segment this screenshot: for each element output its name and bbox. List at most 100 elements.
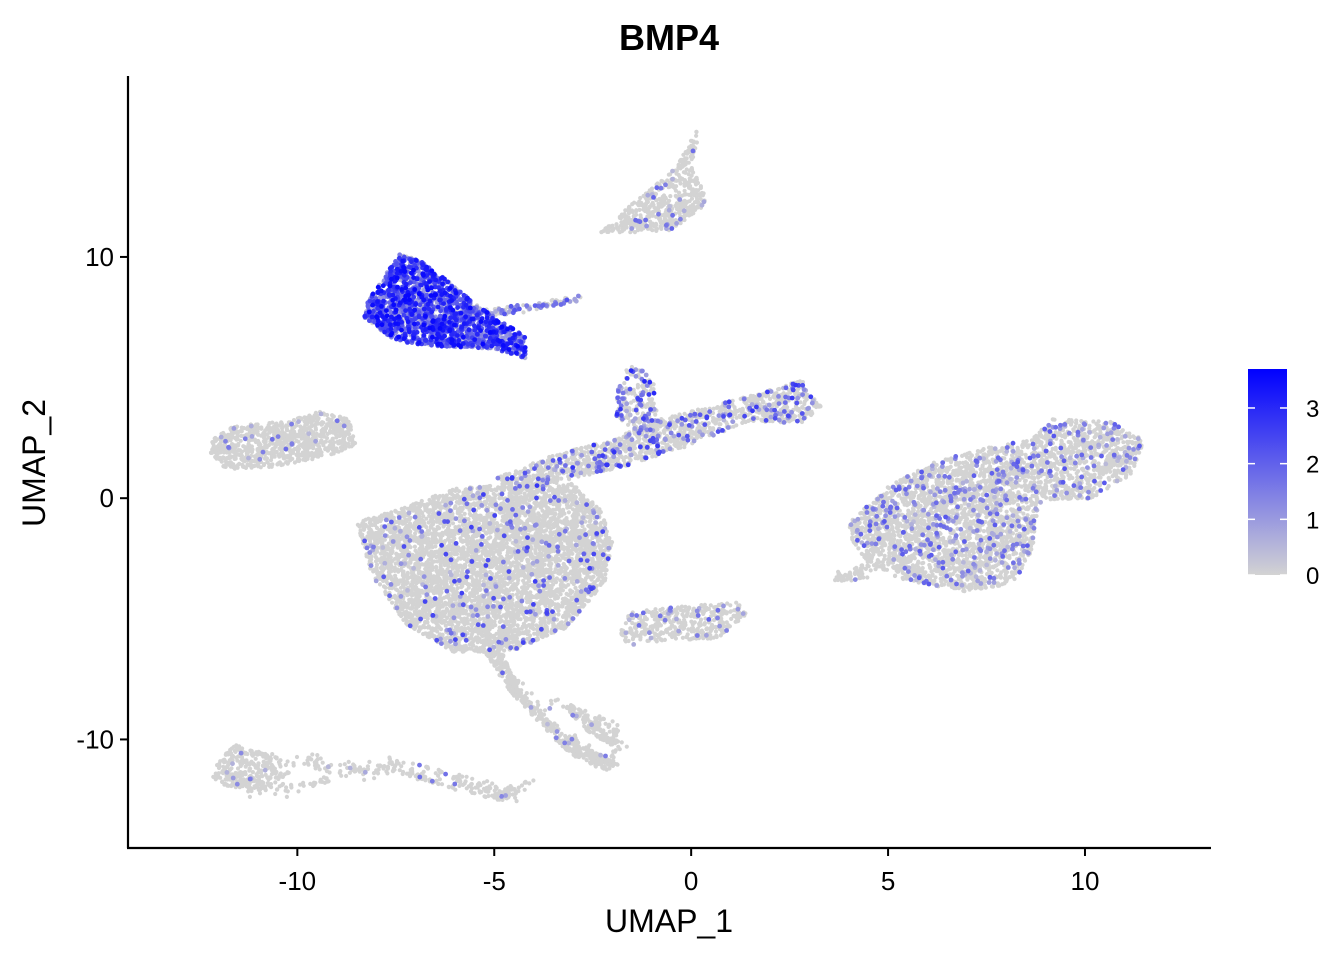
cell-point [667, 184, 672, 189]
cell-point [253, 439, 258, 445]
cell-point [658, 224, 663, 229]
cell-point [230, 432, 235, 437]
cell-point [487, 569, 493, 575]
cell-point [309, 424, 314, 429]
cell-point [283, 438, 288, 443]
cell-point [598, 582, 603, 588]
cell-point [317, 448, 322, 453]
cell-point [294, 452, 299, 458]
cell-point [343, 430, 348, 435]
cell-point [467, 511, 472, 516]
cell-point [660, 179, 665, 184]
cell-point [653, 207, 659, 212]
cell-point [270, 454, 275, 459]
cell-point [521, 310, 526, 315]
cell-point [247, 430, 252, 435]
cell-point [603, 521, 608, 526]
cell-point [632, 230, 638, 235]
cell-point [301, 451, 306, 456]
cell-point [305, 456, 310, 461]
cell-point [290, 437, 295, 442]
cell-point [236, 443, 241, 448]
cell-point [274, 430, 279, 435]
cell-point [694, 129, 699, 135]
cell-point [648, 211, 653, 216]
cell-point [686, 172, 691, 177]
cell-point [650, 228, 655, 233]
cell-point [492, 619, 497, 624]
cell-point [230, 442, 235, 447]
cell-point [329, 417, 334, 422]
cell-point [331, 430, 336, 435]
cell-point [694, 195, 699, 200]
cell-point [677, 178, 682, 183]
cell-point [690, 209, 695, 214]
cell-point [215, 447, 220, 452]
cell-point [334, 435, 339, 440]
cell-point [635, 228, 641, 233]
cell-point [626, 211, 632, 216]
cell-point [689, 157, 694, 162]
cell-point [284, 423, 289, 428]
cell-point [273, 444, 278, 449]
cell-point [412, 544, 417, 549]
cell-point [603, 541, 608, 546]
cell-point [661, 196, 666, 201]
cell-point [441, 595, 447, 600]
cell-point [682, 183, 687, 188]
cell-point [638, 215, 644, 220]
cell-point [314, 420, 319, 425]
cell-point [347, 437, 352, 442]
cell-point [299, 425, 304, 430]
cell-point [450, 492, 455, 497]
cell-point [235, 465, 240, 470]
cell-point [657, 196, 662, 202]
cell-point [656, 204, 661, 209]
cell-point [339, 440, 344, 445]
cell-point [701, 191, 706, 196]
cell-point [218, 443, 223, 448]
cell-point [264, 456, 270, 461]
cell-point [667, 198, 672, 203]
cell-point [256, 432, 261, 437]
cell-point [265, 427, 270, 432]
cell-point [654, 226, 660, 231]
cell-point [645, 214, 650, 219]
cell-point [684, 192, 689, 197]
cell-point [630, 202, 635, 207]
cell-point [273, 450, 278, 455]
cell-point [634, 208, 639, 213]
cell-point [533, 549, 538, 555]
cell-point [366, 516, 371, 521]
cell-point [417, 627, 422, 632]
cell-point [351, 434, 356, 439]
cell-point [660, 220, 665, 225]
cell-point [227, 462, 232, 467]
cell-point [692, 205, 697, 210]
cell-point [684, 200, 689, 205]
cell-point [546, 562, 552, 568]
cell-point [686, 181, 691, 186]
cell-point [456, 556, 461, 561]
cell-point [657, 182, 662, 187]
cell-point [223, 462, 228, 468]
cell-point [302, 436, 307, 441]
chart-title: BMP4 [619, 17, 719, 58]
cell-point [334, 446, 339, 451]
cell-point [523, 617, 529, 622]
cell-point [432, 540, 437, 545]
cell-point [626, 206, 631, 211]
cell-point [214, 437, 219, 442]
cell-point [519, 593, 524, 598]
cell-point [656, 201, 661, 206]
cell-point [287, 433, 292, 438]
cell-point [620, 229, 625, 234]
cell-point [276, 438, 281, 443]
cell-point [611, 227, 616, 232]
cell-point [658, 217, 663, 222]
cell-point [262, 434, 267, 439]
cell-point [220, 447, 226, 452]
cell-point [249, 449, 255, 455]
cell-point [320, 441, 325, 446]
cell-point [693, 179, 698, 184]
